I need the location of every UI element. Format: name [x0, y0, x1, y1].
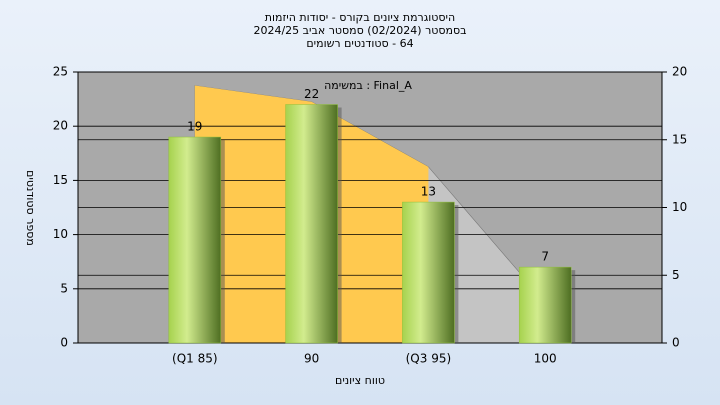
x-axis-label: טווח ציונים: [335, 374, 385, 387]
value-label: 13: [421, 185, 436, 199]
value-label: 7: [541, 250, 549, 264]
value-label: 19: [187, 120, 202, 134]
y2-tick-label: 10: [672, 200, 687, 214]
bar: [518, 266, 572, 344]
x-tick-label: 90: [304, 352, 319, 366]
y2-tick-label: 5: [672, 268, 680, 282]
title-line: 64 - סטודנטים רשומים: [306, 37, 413, 50]
y2-tick-label: 0: [672, 336, 680, 350]
annotation: במשימה : Final_A: [324, 79, 412, 92]
title-line: בסמסטר (02/2024) סמסטר אביב 2024/25: [253, 24, 466, 37]
title-line: היסטוגרמת ציונים בקורס - יסודות היזמות: [265, 11, 455, 24]
y-tick-label: 5: [60, 281, 68, 295]
bar: [168, 136, 222, 344]
y-axis-label: מספר סטודנטים: [24, 170, 37, 246]
plot-border: [77, 71, 663, 344]
y2-tick-label: 15: [672, 132, 687, 146]
value-label: 22: [304, 87, 319, 101]
x-tick-label: (Q1 85): [172, 352, 218, 366]
x-tick-label: (Q3 95): [406, 352, 452, 366]
y-tick-label: 15: [53, 173, 68, 187]
y-tick-label: 25: [53, 65, 68, 79]
y2-tick-label: 20: [672, 65, 687, 79]
bar: [402, 201, 455, 344]
y-tick-label: 0: [60, 336, 68, 350]
x-tick-label: 100: [534, 352, 557, 366]
y-tick-label: 20: [53, 119, 68, 133]
bar: [285, 104, 338, 344]
y-tick-label: 10: [53, 227, 68, 241]
